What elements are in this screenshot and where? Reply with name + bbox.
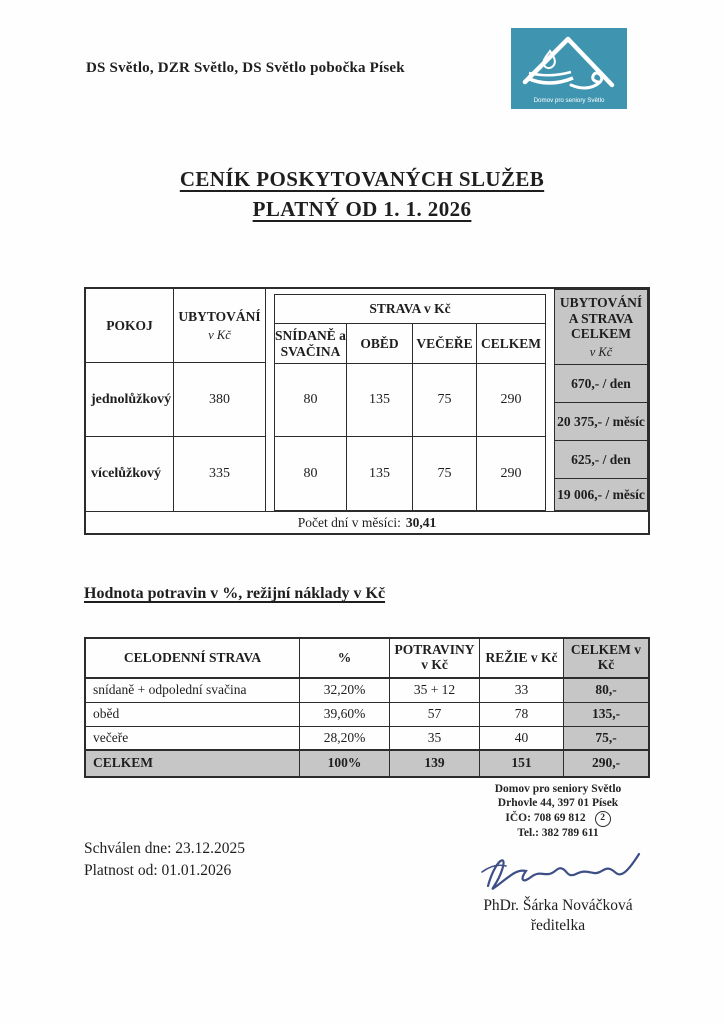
cell-rezie: 33 <box>480 679 564 703</box>
col-header-percent: % <box>300 639 390 679</box>
col-header-celodenni-strava: CELODENNÍ STRAVA <box>86 639 300 679</box>
header-total-unit: v Kč <box>589 344 613 359</box>
col-header-celkem: CELKEM v Kč <box>564 639 648 679</box>
cell-total-day: 670,- / den <box>555 365 647 403</box>
cell-total-month: 20 375,- / měsíc <box>555 403 647 441</box>
days-per-month-row: Počet dní v měsíci: 30,41 <box>86 511 648 533</box>
header-ubytovani-unit: v Kč <box>208 327 231 342</box>
cell-vecere-value: 75 <box>413 437 477 510</box>
cell-meal-name: oběd <box>86 703 300 727</box>
organization-logo: Domov pro seniory Světlo <box>511 28 627 109</box>
cell-percent: 32,20% <box>300 679 390 703</box>
price-table-left-section: POKOJ UBYTOVÁNÍ v Kč jednolůžkový 380 ví… <box>86 289 266 511</box>
signatory-block: PhDr. Šárka Nováčková ředitelka <box>448 896 668 936</box>
cell-ubytovani-value: 380 <box>174 363 266 437</box>
organization-stamp: Domov pro seniory Světlo Drhovle 44, 397… <box>448 783 668 840</box>
title-line-1: CENÍK POSKYTOVANÝCH SLUŽEB <box>179 167 545 191</box>
header-ubytovani: UBYTOVÁNÍ v Kč <box>174 289 266 363</box>
circled-number-badge: 2 <box>594 810 611 827</box>
header-strava-group: STRAVA v Kč <box>275 295 545 324</box>
header-total-label: UBYTOVÁNÍ A STRAVA CELKEM <box>559 295 643 342</box>
cell-room-type: vícelůžkový <box>86 437 174 511</box>
header-snidane-svacina: SNÍDANĚ a SVAČINA <box>275 324 347 364</box>
food-value-table: CELODENNÍ STRAVA % POTRAVINY v Kč REŽIE … <box>84 637 650 778</box>
cell-total-percent: 100% <box>300 751 390 776</box>
price-table-total-column: UBYTOVÁNÍ A STRAVA CELKEM v Kč 670,- / d… <box>554 289 648 511</box>
header-total: UBYTOVÁNÍ A STRAVA CELKEM v Kč <box>555 290 647 365</box>
header-vecere: VEČEŘE <box>413 324 477 364</box>
cell-total-potraviny: 139 <box>390 751 480 776</box>
meals-grid: SNÍDANĚ a SVAČINA OBĚD VEČEŘE CELKEM 80 … <box>275 324 545 510</box>
price-table-meals-section: STRAVA v Kč SNÍDANĚ a SVAČINA OBĚD VEČEŘ… <box>274 294 546 511</box>
cell-snidane-value: 80 <box>275 437 347 510</box>
col-header-potraviny: POTRAVINY v Kč <box>390 639 480 679</box>
cell-celkem-value: 290 <box>500 465 522 481</box>
cell-potraviny: 57 <box>390 703 480 727</box>
cell-celkem: 135,- <box>564 703 648 727</box>
handwritten-signature <box>468 842 653 896</box>
cell-celkem-value: 290 <box>477 364 545 437</box>
header-obed: OBĚD <box>347 324 413 364</box>
stamp-line-org: Domov pro seniory Světlo <box>494 783 622 795</box>
header-ubytovani-label: UBYTOVÁNÍ <box>178 308 261 324</box>
days-per-month-value: 30,41 <box>405 514 437 530</box>
cell-obed-value: 135 <box>347 437 413 510</box>
approved-date-line: Schválen dne: 23.12.2025 <box>84 840 246 857</box>
signatory-name: PhDr. Šárka Nováčková <box>483 897 633 914</box>
cell-celkem: 80,- <box>564 679 648 703</box>
cell-total-day: 625,- / den <box>555 441 647 479</box>
header-pokoj: POKOJ <box>86 289 174 363</box>
section-heading-food-value: Hodnota potravin v %, režijní náklady v … <box>84 585 386 602</box>
stamp-line-ico: IČO: 708 69 812 2 <box>448 810 668 827</box>
cell-percent: 28,20% <box>300 727 390 751</box>
cell-total-rezie: 151 <box>480 751 564 776</box>
cell-meal-name: snídaně + odpolední svačina <box>86 679 300 703</box>
cell-total-month: 19 006,- / měsíc <box>557 486 645 502</box>
house-candle-logo-icon: Domov pro seniory Světlo <box>511 28 627 109</box>
cell-celkem: 75,- <box>564 727 648 751</box>
org-header-line: DS Světlo, DZR Světlo, DS Světlo pobočka… <box>86 60 405 76</box>
cell-potraviny: 35 + 12 <box>390 679 480 703</box>
cell-total-celkem: 290,- <box>564 751 648 776</box>
cell-obed-value: 135 <box>347 364 413 437</box>
signatory-role: ředitelka <box>530 917 586 935</box>
cell-snidane-value: 80 <box>275 364 347 437</box>
price-table: POKOJ UBYTOVÁNÍ v Kč jednolůžkový 380 ví… <box>84 287 650 535</box>
stamp-line-phone: Tel.: 382 789 611 <box>517 826 599 839</box>
logo-caption: Domov pro seniory Světlo <box>534 97 605 104</box>
cell-ubytovani-value: 335 <box>174 437 266 511</box>
stamp-ico-text: IČO: 708 69 812 <box>505 811 586 824</box>
header-celkem: CELKEM <box>477 324 545 364</box>
approval-dates: Schválen dne: 23.12.2025 Platnost od: 01… <box>84 838 245 882</box>
cell-percent: 39,60% <box>300 703 390 727</box>
cell-total-label: CELKEM <box>86 751 300 776</box>
cell-vecere-value: 75 <box>413 364 477 437</box>
document-title: CENÍK POSKYTOVANÝCH SLUŽEB PLATNÝ OD 1. … <box>0 165 724 225</box>
cell-rezie: 40 <box>480 727 564 751</box>
stamp-line-address: Drhovle 44, 397 01 Písek <box>497 796 619 809</box>
valid-from-line: Platnost od: 01.01.2026 <box>84 862 232 879</box>
signature-ink-icon <box>481 852 641 890</box>
col-header-rezie: REŽIE v Kč <box>480 639 564 679</box>
cell-room-type: jednolůžkový <box>86 363 174 437</box>
cell-rezie: 78 <box>480 703 564 727</box>
header-pokoj-label: POKOJ <box>106 317 153 333</box>
cell-potraviny: 35 <box>390 727 480 751</box>
cell-meal-name: večeře <box>86 727 300 751</box>
title-line-2: PLATNÝ OD 1. 1. 2026 <box>252 196 472 221</box>
days-per-month-label: Počet dní v měsíci: <box>297 514 401 530</box>
